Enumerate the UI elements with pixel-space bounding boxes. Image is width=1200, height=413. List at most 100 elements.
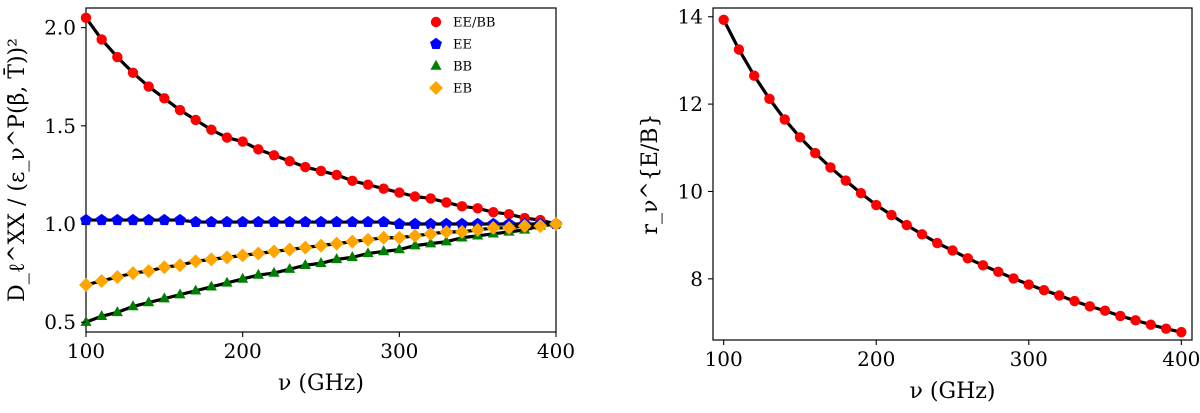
data-point-eb [235,248,250,263]
data-point-ee [158,213,171,226]
data-point-r-e-b [947,245,958,256]
data-point-ee [174,213,186,226]
data-point-ee-bb [127,67,139,79]
data-point-eb [392,230,407,245]
x-tick-label: 200 [224,339,262,363]
data-point-eb [220,250,234,265]
data-point-ee [80,213,92,226]
data-point-ee-bb [300,161,311,173]
data-point-r-e-b [1145,319,1157,330]
y-tick-label: 2.0 [44,16,76,40]
data-point-ee [315,215,327,228]
data-point-r-e-b [977,260,989,271]
data-point-r-e-b [840,175,851,186]
data-point-ee [377,215,390,228]
data-point-r-e-b [1038,285,1050,296]
data-point-r-e-b [1099,305,1111,316]
data-point-eb [204,252,219,267]
data-point-bb [111,306,123,317]
y-tick-label: 1.0 [44,212,76,236]
data-point-ee-bb [190,114,201,126]
y-tick-label: 12 [678,92,703,116]
data-point-ee-bb [315,165,327,177]
data-point-eb [470,222,485,237]
right-panel: 100 200 300 400 8 10 12 14 ν (GHz) r_ν^{E/B} [638,5,1200,404]
data-point-ee [205,215,218,228]
data-point-bb [237,272,249,283]
right-y-axis-label: r_ν^{E/B} [638,114,663,235]
data-point-bb [96,310,108,321]
data-point-r-e-b [810,147,821,159]
data-point-bb [362,247,374,258]
data-point-bb [221,276,233,287]
data-point-eb [329,236,344,251]
data-point-r-e-b [718,14,729,25]
x-tick-label: 100 [705,347,743,371]
data-point-bb [346,251,358,262]
data-point-r-e-b [779,114,790,125]
data-point-r-e-b [1115,310,1126,322]
data-point-bb [143,296,155,307]
data-point-eb [110,270,125,285]
legend: EE/BB EE BB EB [429,16,495,97]
data-point-eb [173,258,187,273]
y-tick-label: 0.5 [44,310,76,334]
data-point-ee [393,217,406,230]
data-point-eb [502,220,516,235]
data-point-eb [361,232,375,247]
data-point-bb [268,266,280,277]
data-point-bb [315,257,327,267]
right-markers [718,14,1187,338]
data-point-r-e-b [1069,295,1080,307]
left-panel: 100 200 300 400 0.5 1.0 1.5 2.0 EE/BB EE BB EB ν … [3,7,575,396]
data-point-eb [94,273,109,288]
y-tick-label: 1.5 [44,114,76,138]
data-point-ee [456,217,468,230]
data-point-r-e-b [1023,279,1034,290]
y-tick-label: 10 [678,179,703,203]
data-point-ee-bb [159,93,170,104]
data-point-bb [80,315,92,326]
data-point-bb [158,292,170,303]
right-fit-curves [722,19,1182,334]
data-point-ee [330,215,343,228]
data-point-ee [362,215,374,228]
y-tick-label: 8 [690,267,703,291]
data-point-r-e-b [794,132,806,143]
data-point-eb [188,254,203,269]
data-point-ee-bb [362,179,374,190]
data-point-eb [282,242,297,257]
fit-curve-ee-bb [84,16,557,226]
data-point-r-e-b [932,237,943,249]
data-point-ee-bb [456,201,468,212]
data-point-eb [345,234,360,249]
data-point-ee [299,215,312,228]
data-point-eb [79,277,93,292]
data-point-ee [236,215,249,228]
data-point-ee-bb [409,191,421,202]
data-point-bb [440,235,452,246]
data-point-ee-bb [206,124,217,135]
data-point-eb [423,226,438,241]
legend-marker-eb [429,81,443,95]
data-point-ee-bb [96,34,107,45]
left-plot-frame [85,7,557,333]
legend-label-eb: EB [453,82,472,97]
data-point-ee [283,215,296,228]
right-plot-frame [712,7,1193,341]
data-point-ee-bb [268,150,280,161]
data-point-ee [409,217,421,230]
data-point-ee [221,215,233,228]
data-point-ee [440,217,453,230]
right-y-ticks: 8 10 12 14 [678,5,713,291]
data-point-bb [425,237,437,248]
data-point-eb [486,220,501,235]
data-point-eb [439,224,454,239]
data-point-r-e-b [764,93,775,105]
left-markers [79,12,563,326]
data-point-ee [142,213,155,226]
data-point-r-e-b [916,229,928,240]
data-point-eb [251,246,266,261]
data-point-ee-bb [174,104,186,116]
data-point-r-e-b [748,70,760,81]
